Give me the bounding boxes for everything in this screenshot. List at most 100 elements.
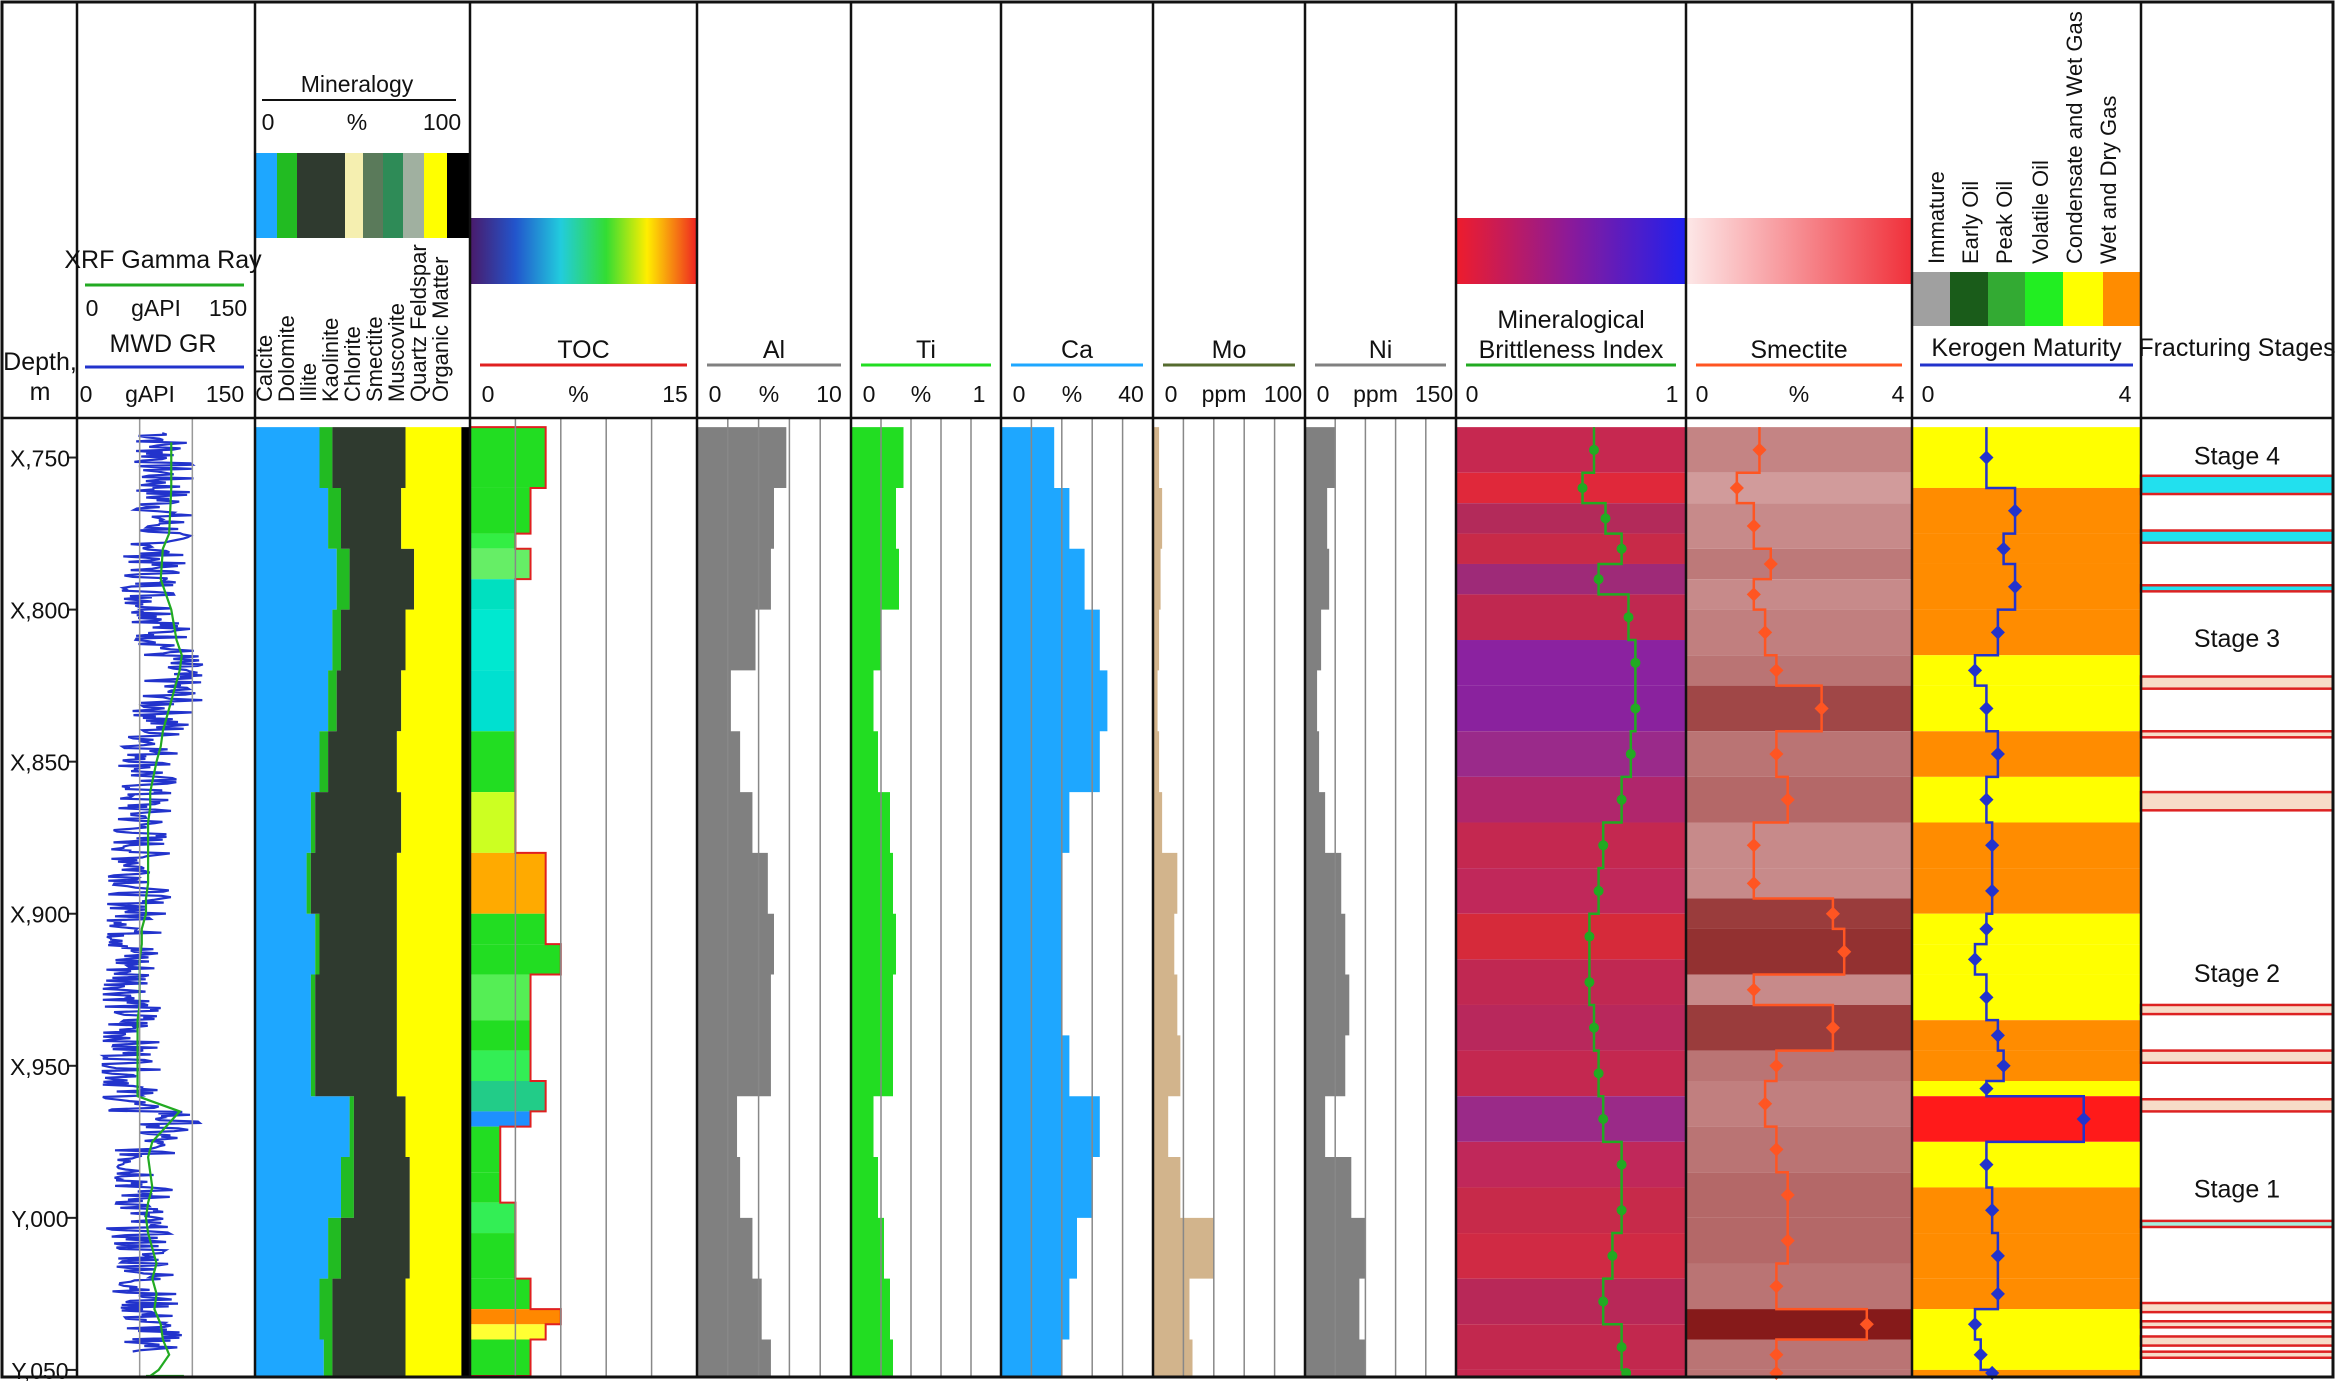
xrf-gr-unit: gAPI xyxy=(131,295,181,321)
mineral-label-2: Illite xyxy=(296,363,321,402)
frac-stage-label: Stage 4 xyxy=(2194,443,2280,471)
mwd-gr-max: 150 xyxy=(206,381,244,407)
smectite-band xyxy=(1686,928,1912,975)
kerogen-band xyxy=(1912,1339,2141,1370)
track-toc-title: TOC xyxy=(557,336,609,364)
toc-bar xyxy=(470,1020,531,1051)
kerogen-title: Kerogen Maturity xyxy=(1931,334,2122,362)
track-ni-unit: ppm xyxy=(1353,381,1398,407)
frac-band xyxy=(2139,790,2335,812)
frac-band xyxy=(2139,1219,2335,1229)
toc-bar xyxy=(470,974,531,1021)
toc-bar xyxy=(470,427,546,488)
smectite-title: Smectite xyxy=(1750,336,1847,364)
kerogen-class-swatch xyxy=(1950,272,1988,326)
kerogen-band xyxy=(1912,1096,2141,1142)
kerogen-band xyxy=(1912,563,2141,610)
toc-bar xyxy=(470,548,531,580)
kerogen-min: 0 xyxy=(1922,381,1935,407)
track-al-min: 0 xyxy=(709,381,722,407)
kerogen-band xyxy=(1912,1369,2141,1376)
kerogen-band xyxy=(1912,533,2141,564)
depth-tick-label: X,900 xyxy=(10,902,70,928)
track-mo-title: Mo xyxy=(1212,336,1247,364)
kerogen-band xyxy=(1912,427,2141,488)
mineral-label-1: Dolomite xyxy=(274,315,299,402)
smectite-band xyxy=(1686,1172,1912,1218)
track-ti-max: 1 xyxy=(973,381,986,407)
toc-bar xyxy=(470,533,516,549)
mineral-label-7: Quartz Feldspar xyxy=(406,244,431,402)
track-ca-min: 0 xyxy=(1013,381,1026,407)
toc-bar xyxy=(470,913,546,945)
frac-band xyxy=(2139,1097,2335,1113)
kerogen-band xyxy=(1912,822,2141,869)
mbi-min: 0 xyxy=(1466,381,1479,407)
kerogen-band xyxy=(1912,1050,2141,1081)
smectite-band xyxy=(1686,1050,1912,1081)
smectite-band xyxy=(1686,1004,1912,1051)
smectite-band xyxy=(1686,472,1912,504)
track-ni-max: 150 xyxy=(1415,381,1453,407)
smectite-band xyxy=(1686,1126,1912,1173)
kerogen-class-label: Wet and Dry Gas xyxy=(2096,96,2121,264)
toc-bar xyxy=(470,670,516,732)
toc-bar xyxy=(470,852,546,914)
mbi-band xyxy=(1456,1278,1686,1325)
depth-tick-label: X,850 xyxy=(10,750,70,776)
mbi-title-2: Brittleness Index xyxy=(1479,336,1664,364)
smectite-band xyxy=(1686,1217,1912,1264)
kerogen-class-label: Condensate and Wet Gas xyxy=(2062,11,2087,264)
frac-title: Fracturing Stages xyxy=(2138,334,2335,362)
depth-tick-label: X,750 xyxy=(10,446,70,472)
kerogen-band xyxy=(1912,913,2141,945)
frac-stage-label: Stage 2 xyxy=(2194,960,2280,988)
kerogen-band xyxy=(1912,1141,2141,1188)
track-mo-fill xyxy=(1153,427,1214,1377)
depth-label: Depth, xyxy=(3,348,77,376)
kerogen-band xyxy=(1912,944,2141,975)
kerogen-band xyxy=(1912,974,2141,1021)
kerogen-band xyxy=(1912,1020,2141,1051)
toc-bar xyxy=(470,1080,546,1112)
smectite-band xyxy=(1686,1309,1912,1340)
mbi-band xyxy=(1456,563,1686,595)
dolomite-swatch xyxy=(277,153,297,238)
kerogen-max: 4 xyxy=(2119,381,2132,407)
organic-matter-swatch xyxy=(447,153,470,238)
mbi-band xyxy=(1456,1233,1686,1279)
mineralogy-clay-fill xyxy=(310,427,415,1377)
mineralogy-organic-fill xyxy=(461,427,470,1377)
track-ni-min: 0 xyxy=(1317,381,1330,407)
smectite-band xyxy=(1686,1263,1912,1310)
track-mo-unit: ppm xyxy=(1202,381,1247,407)
smectite-band xyxy=(1686,1369,1912,1376)
track-ca-fill xyxy=(1001,427,1108,1377)
smectite-curve xyxy=(1735,427,1869,1376)
mwd-gr-min: 0 xyxy=(80,381,93,407)
kerogen-band xyxy=(1912,1187,2141,1234)
smectite-band xyxy=(1686,685,1912,732)
mbi-band xyxy=(1456,1004,1686,1051)
kerogen-curve xyxy=(1973,427,2085,1376)
smectite-colorbar xyxy=(1686,218,1912,284)
kerogen-band xyxy=(1912,487,2141,534)
xrf-gr-min: 0 xyxy=(86,295,99,321)
toc-outline xyxy=(469,426,562,1377)
toc-bar xyxy=(470,487,531,534)
mbi-max: 1 xyxy=(1666,381,1679,407)
chlorite-swatch xyxy=(363,153,383,238)
smectite-band xyxy=(1686,427,1912,473)
mbi-title-1: Mineralogical xyxy=(1497,306,1644,334)
depth-unit: m xyxy=(30,378,51,406)
calcite-swatch xyxy=(256,153,277,238)
smectite-swatch xyxy=(383,153,403,238)
track-al-fill xyxy=(697,427,787,1377)
quartz-feldspar-swatch xyxy=(424,153,447,238)
illite-dark-swatch xyxy=(325,153,345,238)
smectite-band xyxy=(1686,1080,1912,1127)
mbi-band xyxy=(1456,822,1686,869)
track-ti-title: Ti xyxy=(916,336,936,364)
mbi-band xyxy=(1456,1050,1686,1097)
